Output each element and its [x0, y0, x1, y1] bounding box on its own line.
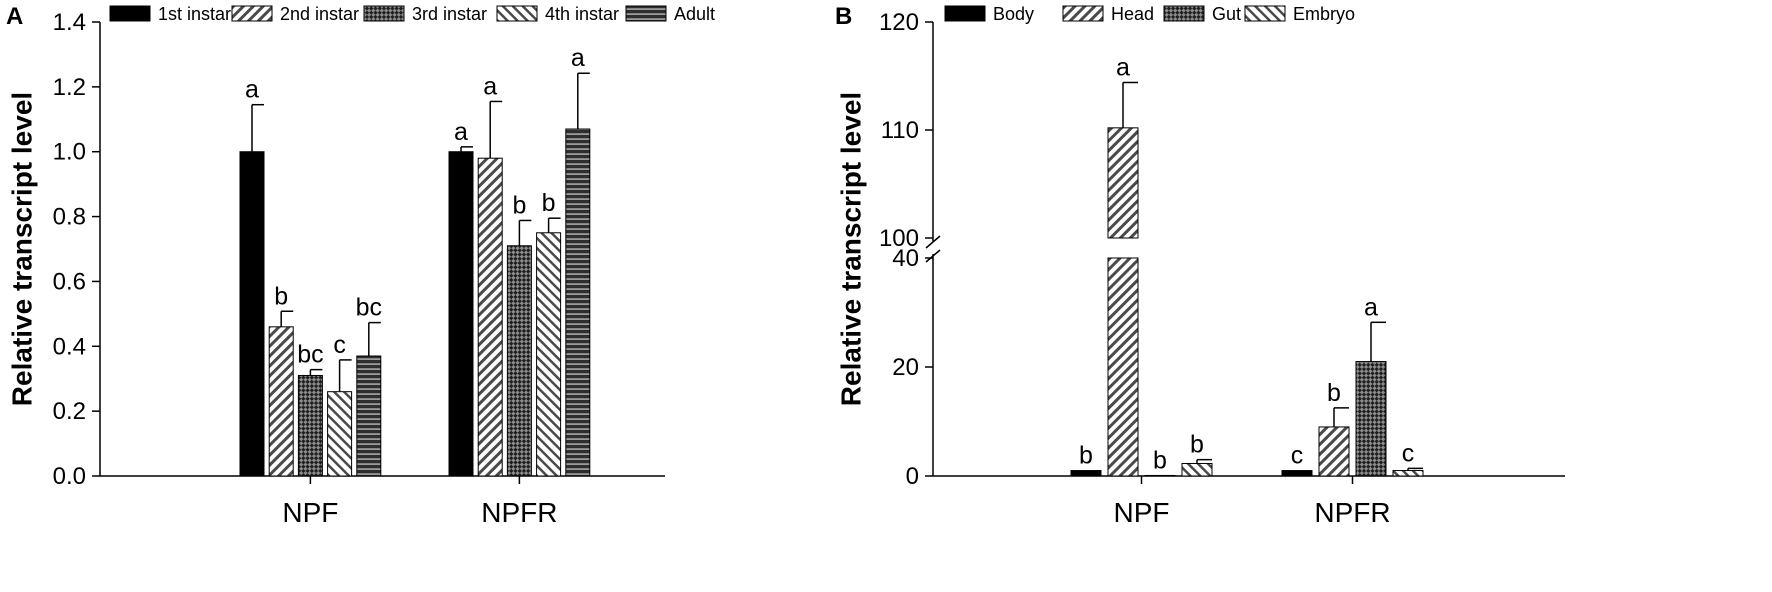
legend-swatch	[1163, 5, 1205, 22]
legend-label: 2nd instar	[280, 4, 359, 24]
y-tick-label: 0.2	[53, 398, 86, 425]
bar	[1070, 470, 1102, 477]
significance-label: b	[1190, 431, 1204, 459]
significance-label: a	[454, 118, 468, 146]
significance-label: a	[1116, 53, 1130, 81]
significance-label: bc	[356, 294, 382, 322]
bar	[327, 391, 353, 477]
bar-upper-segment	[1107, 127, 1139, 239]
significance-label: c	[1291, 442, 1304, 470]
legend-label: Embryo	[1293, 4, 1355, 24]
bar	[448, 151, 474, 477]
x-category-label: NPFR	[481, 497, 557, 528]
y-tick-label: 1.4	[53, 9, 86, 36]
panel-a-chart: A Relative transcript level 0.0 0.2 0.4 0.6 0.…	[6, 3, 715, 528]
bar	[356, 355, 382, 477]
bar-lower-segment	[1107, 257, 1139, 477]
significance-label: bc	[297, 341, 323, 369]
y-tick-label: 0	[906, 463, 919, 490]
y-tick-label: 20	[892, 354, 919, 381]
axis-break-mark	[925, 235, 941, 249]
legend-swatch	[231, 5, 273, 22]
bar	[239, 151, 265, 477]
legend-label: Body	[993, 4, 1034, 24]
y-tick-label: 40	[892, 245, 919, 272]
bar	[297, 374, 323, 477]
y-tick-label: 120	[879, 9, 919, 36]
y-axis-label: Relative transcript level	[7, 92, 38, 406]
bar	[1355, 361, 1387, 477]
legend-label: 3rd instar	[412, 4, 487, 24]
legend-swatch	[363, 5, 405, 22]
bar	[1181, 462, 1213, 477]
significance-label: a	[1364, 293, 1378, 321]
legend-swatch	[625, 5, 667, 22]
significance-label: b	[1153, 446, 1167, 474]
axis-break-mark	[925, 249, 941, 263]
bar	[477, 157, 503, 477]
significance-label: a	[245, 76, 259, 104]
panel-letter: A	[6, 3, 23, 30]
significance-label: b	[542, 189, 556, 217]
y-tick-label: 0.8	[53, 204, 86, 231]
legend-label: 4th instar	[545, 4, 619, 24]
legend-label: 1st instar	[158, 4, 231, 24]
legend-swatch	[1062, 5, 1104, 22]
y-tick-label: 0.4	[53, 333, 86, 360]
legend-swatch	[496, 5, 538, 22]
x-category-label: NPF	[1114, 497, 1170, 528]
bar	[1392, 470, 1424, 477]
y-tick-label: 100	[879, 225, 919, 252]
x-category-label: NPFR	[1314, 497, 1390, 528]
legend-swatch	[109, 5, 151, 22]
legend-swatch	[1244, 5, 1286, 22]
significance-label: b	[1079, 442, 1093, 470]
significance-label: b	[274, 282, 288, 310]
significance-label: c	[333, 331, 346, 359]
panel-letter: B	[835, 3, 852, 30]
bar	[268, 326, 294, 477]
bar	[536, 232, 562, 477]
significance-label: c	[1402, 439, 1415, 467]
y-tick-label: 1.2	[53, 74, 86, 101]
y-tick-label: 0.6	[53, 268, 86, 295]
bar	[565, 128, 591, 477]
legend-label: Head	[1111, 4, 1154, 24]
legend-label: Gut	[1212, 4, 1241, 24]
bar	[506, 245, 532, 477]
y-tick-label: 1.0	[53, 139, 86, 166]
bar	[1144, 474, 1176, 477]
y-tick-label: 110	[881, 117, 919, 144]
significance-label: a	[571, 44, 585, 72]
bar	[1281, 470, 1313, 477]
significance-label: b	[1327, 379, 1341, 407]
significance-label: a	[483, 72, 497, 100]
legend-label: Adult	[674, 4, 715, 24]
y-axis-label: Relative transcript level	[836, 92, 867, 406]
bar	[1318, 426, 1350, 477]
significance-label: b	[512, 191, 526, 219]
legend-swatch	[944, 5, 986, 22]
x-category-label: NPF	[282, 497, 338, 528]
y-tick-label: 0.0	[53, 463, 86, 490]
